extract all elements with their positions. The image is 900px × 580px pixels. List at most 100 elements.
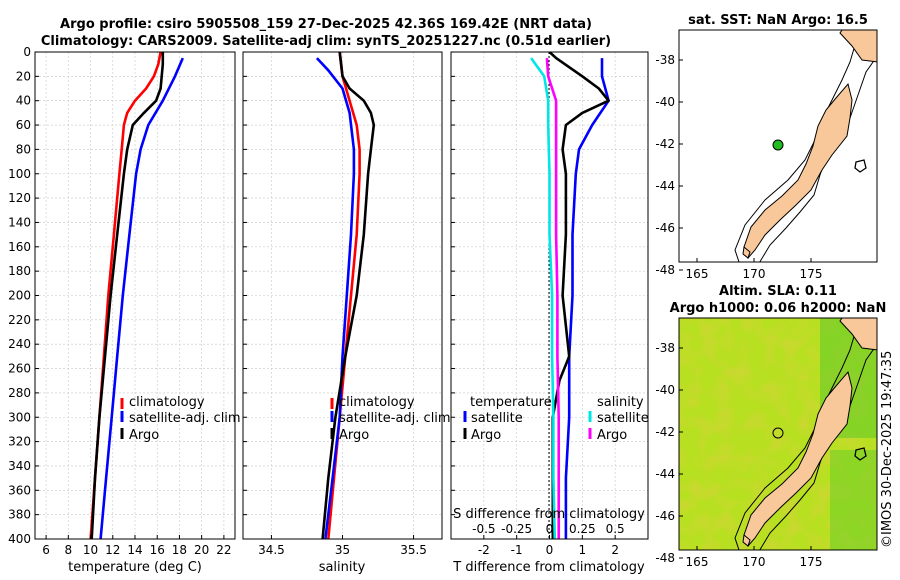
sla-map-title2: Argo h1000: 0.06 h2000: NaN (670, 301, 887, 316)
series-climatology-temperature (89, 52, 162, 539)
series-argo-salinity (321, 52, 376, 539)
sst-stewart-island (742, 246, 751, 259)
s-tick-label: 0 (546, 522, 554, 536)
depth-tick-label: 320 (8, 435, 31, 449)
imos-watermark: ©IMOS 30-Dec-2025 19:47:35 (880, 351, 895, 548)
s-tick-label: 0.5 (606, 522, 625, 536)
map-y-tick-label: -42 (655, 425, 675, 439)
depth-tick-label: 100 (8, 167, 31, 181)
legend-label-satellite-adj-s: satellite-adj. clim (339, 411, 451, 426)
series-satellite-adj-clim-temperature (99, 57, 184, 539)
legend-label-climatology: climatology (129, 395, 205, 410)
x-tick-label: 6 (42, 543, 50, 557)
sla-map-title: Altim. SLA: 0.11 (719, 284, 837, 299)
sla-contour-line (734, 318, 877, 550)
depth-tick-label: 380 (8, 508, 31, 522)
x-tick-label: 16 (150, 543, 165, 557)
map-x-tick-label: 175 (800, 267, 823, 281)
series-s-argo-difference (545, 58, 561, 539)
x-tick-label: 2 (611, 543, 619, 557)
map-x-tick-label: 175 (800, 555, 823, 569)
sst-map-title: sat. SST: NaN Argo: 16.5 (688, 13, 868, 28)
salinity-xlabel: salinity (319, 560, 366, 575)
x-tick-label: 1 (579, 543, 587, 557)
series-t-argo-difference (548, 52, 610, 539)
x-tick-label: -2 (478, 543, 490, 557)
sst-map: sat. SST: NaN Argo: 16.5 165 170 175 -38 -40… (655, 13, 878, 281)
sst-north-island (839, 30, 877, 63)
map-y-tick-label: -40 (655, 95, 675, 109)
map-x-tick-label: 170 (743, 267, 766, 281)
depth-tick-label: 120 (8, 191, 31, 205)
difference-panel: -2 -1 0 1 2 -0.5 -0.25 0 0.25 0.5 T difference fr… (450, 51, 649, 575)
depth-tick-label: 240 (8, 337, 31, 351)
s-tick-label: -0.5 (472, 522, 495, 536)
series-t-satellite-difference (564, 58, 610, 539)
map-y-tick-label: -46 (655, 509, 675, 523)
depth-tick-label: 300 (8, 410, 31, 424)
x-tick-label: 22 (216, 543, 231, 557)
x-tick-label: 18 (172, 543, 187, 557)
temperature-xlabel: temperature (deg C) (68, 560, 202, 575)
temperature-panel-frame (34, 51, 236, 540)
x-tick-label: 35.5 (400, 543, 427, 557)
sst-chatham-contour (854, 159, 867, 173)
x-tick-label: 8 (65, 543, 73, 557)
map-y-tick-label: -44 (655, 467, 675, 481)
legend-label-s-argo: Argo (597, 428, 627, 443)
sla-argo-dot (772, 427, 784, 439)
sla-map: Altim. SLA: 0.11 Argo h1000: 0.06 h2000:… (655, 284, 886, 569)
legend-title-salinity: salinity (597, 395, 644, 410)
depth-tick-label: 280 (8, 386, 31, 400)
map-y-tick-label: -44 (655, 179, 675, 193)
series-s-satellite-difference (530, 57, 557, 539)
legend-label-t-argo: Argo (471, 428, 501, 443)
s-difference-xlabel: S difference from climatology (453, 507, 645, 522)
sst-contour-line (734, 30, 877, 262)
depth-tick-label: 200 (8, 289, 31, 303)
depth-tick-label: 260 (8, 362, 31, 376)
depth-tick-label: 360 (8, 483, 31, 497)
legend-title-temperature: temperature (470, 395, 552, 410)
s-tick-label: -0.25 (501, 522, 532, 536)
series-satellite-adj-clim-salinity (315, 57, 356, 539)
x-tick-label: -1 (511, 543, 523, 557)
depth-tick-label: 60 (16, 118, 31, 132)
map-y-tick-label: -46 (655, 221, 675, 235)
sla-south-island (743, 370, 853, 547)
depth-tick-label: 400 (8, 532, 31, 546)
depth-tick-label: 20 (16, 69, 31, 83)
x-tick-label: 0 (546, 543, 554, 557)
legend-label-t-satellite: satellite (471, 411, 523, 426)
map-y-tick-label: -48 (655, 263, 675, 277)
salinity-legend: climatology satellite-adj. clim Argo (330, 395, 451, 443)
s-tick-label: 0.25 (569, 522, 596, 536)
legend-label-satellite-adj: satellite-adj. clim (129, 411, 241, 426)
sla-map-frame (678, 317, 878, 551)
x-tick-label: 12 (105, 543, 120, 557)
map-y-tick-label: -40 (655, 383, 675, 397)
x-tick-label: 34.5 (258, 543, 285, 557)
salinity-panel: 34.5 35 35.5 salinity climatology satellit… (242, 51, 451, 575)
depth-tick-label: 160 (8, 240, 31, 254)
temperature-legend: climatology satellite-adj. clim Argo (120, 395, 241, 443)
depth-tick-label: 80 (16, 142, 31, 156)
map-y-tick-label: -48 (655, 551, 675, 565)
t-difference-xlabel: T difference from climatology (452, 560, 645, 575)
x-tick-label: 10 (83, 543, 98, 557)
map-x-tick-label: 170 (743, 555, 766, 569)
sst-south-island (743, 82, 853, 259)
x-tick-label: 20 (194, 543, 209, 557)
depth-tick-label: 0 (23, 45, 31, 59)
sst-argo-dot (772, 139, 784, 151)
depth-tick-label: 340 (8, 459, 31, 473)
difference-legend: temperature satellite Argo salinity sate… (463, 395, 649, 443)
sla-stewart-island (742, 534, 751, 547)
map-x-tick-label: 165 (686, 267, 709, 281)
sla-chatham-contour (854, 447, 867, 461)
map-y-tick-label: -38 (655, 341, 675, 355)
series-argo-temperature (90, 52, 165, 539)
legend-label-climatology-s: climatology (339, 395, 415, 410)
sla-north-island (839, 318, 877, 351)
